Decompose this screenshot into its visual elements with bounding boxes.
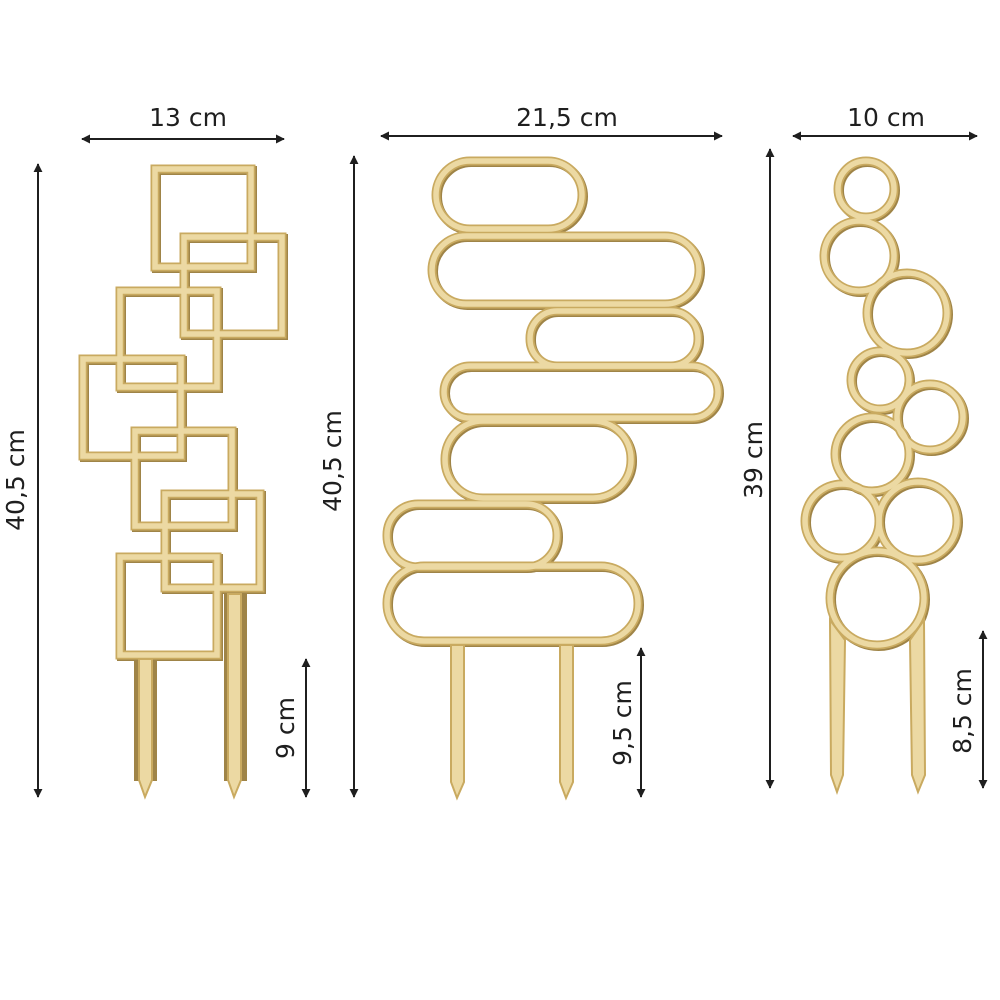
height-label-3: 39 cm — [739, 421, 768, 499]
width-label-1: 13 cm — [149, 103, 227, 132]
stake-label-3: 8,5 cm — [948, 668, 977, 754]
trellis-circles — [800, 156, 969, 796]
width-label-2: 21,5 cm — [516, 103, 618, 132]
stake-label-2: 9,5 cm — [608, 680, 637, 766]
trellis-squares — [78, 164, 288, 800]
height-label-1: 40,5 cm — [1, 429, 30, 531]
height-label-2: 40,5 cm — [318, 410, 347, 512]
dimension-labels: 13 cm 40,5 cm 9 cm 21,5 cm 40,5 cm 9,5 c… — [1, 103, 977, 766]
dimension-lines — [33, 131, 988, 798]
width-label-3: 10 cm — [847, 103, 925, 132]
stake-label-1: 9 cm — [271, 697, 300, 759]
trellis-rounded-bars — [382, 156, 724, 801]
